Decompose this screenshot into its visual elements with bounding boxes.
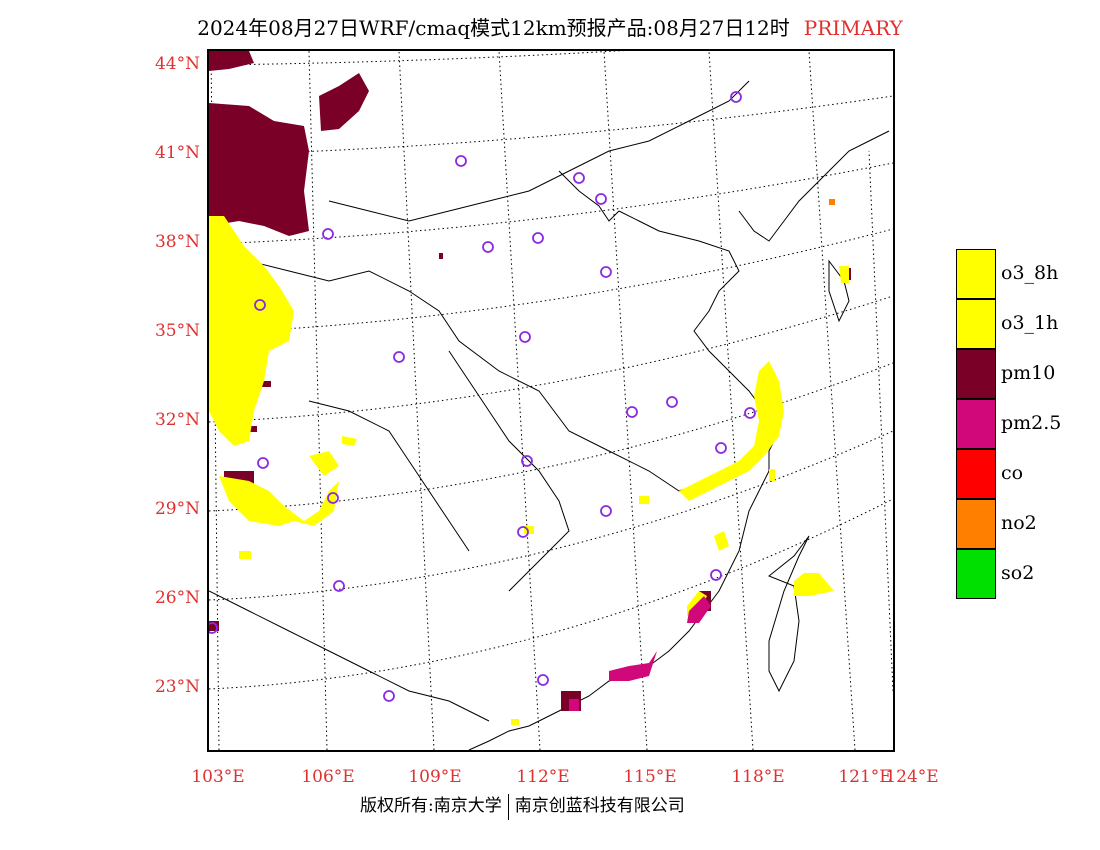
lon-label-112: 112°E [516,767,570,787]
lon-label-118: 118°E [731,767,785,787]
legend-label: co [1001,462,1024,484]
lon-label-106: 106°E [301,767,355,787]
legend-label: no2 [1001,512,1037,534]
legend-item-pm25: pm2.5 [956,399,1096,449]
lat-label-29: 29°N [154,499,200,519]
legend-swatch [956,249,996,299]
legend-swatch [956,499,996,549]
legend-label: pm10 [1001,362,1056,384]
lon-label-103: 103°E [191,767,245,787]
legend-swatch [956,299,996,349]
lon-label-109: 109°E [408,767,462,787]
pm10-areas [209,51,851,711]
boundaries [209,80,890,750]
legend: o3_8h o3_1h pm10 pm2.5 co no2 so2 [956,249,1096,599]
legend-swatch [956,349,996,399]
legend-item-co: co [956,449,1096,499]
legend-item-so2: so2 [956,549,1096,599]
station-markers [209,91,756,702]
map-title: 2024年08月27日WRF/cmaq模式12km预报产品:08月27日12时 P… [0,12,1100,41]
legend-item-no2: no2 [956,499,1096,549]
lon-label-124: 124°E [885,767,939,787]
lat-label-26: 26°N [154,588,200,608]
legend-item-pm10: pm10 [956,349,1096,399]
lat-label-44: 44°N [154,54,200,74]
legend-swatch [956,549,996,599]
copyright-company: 南京创蓝科技有限公司 [514,796,685,816]
map-title-main: 2024年08月27日WRF/cmaq模式12km预报产品:08月27日12时 [197,16,790,40]
lat-label-41: 41°N [154,143,200,163]
legend-swatch [956,449,996,499]
graticule-latitudes [209,51,893,690]
lon-label-121: 121°E [838,767,892,787]
lat-label-32: 32°N [154,410,200,430]
lon-label-115: 115°E [623,767,677,787]
legend-label: o3_8h [1001,262,1059,284]
map-canvas [209,51,893,750]
no2-spot [829,199,835,205]
legend-label: so2 [1001,562,1035,584]
footer-divider [507,793,509,820]
copyright-footer: 版权所有:南京大学 南京创蓝科技有限公司 [360,791,685,820]
lat-label-35: 35°N [154,321,200,341]
ozone-areas [209,216,849,725]
legend-swatch [956,399,996,449]
map-panel[interactable] [207,49,895,752]
legend-label: pm2.5 [1001,412,1062,434]
copyright-owner: 版权所有:南京大学 [360,796,502,816]
legend-item-o3-1h: o3_1h [956,299,1096,349]
pm25-areas [569,596,711,711]
legend-item-o3-8h: o3_8h [956,249,1096,299]
graticule-longitudes [210,51,893,750]
map-title-tag: PRIMARY [803,16,903,40]
lat-label-38: 38°N [154,232,200,252]
lat-label-23: 23°N [154,677,200,697]
legend-label: o3_1h [1001,312,1059,334]
